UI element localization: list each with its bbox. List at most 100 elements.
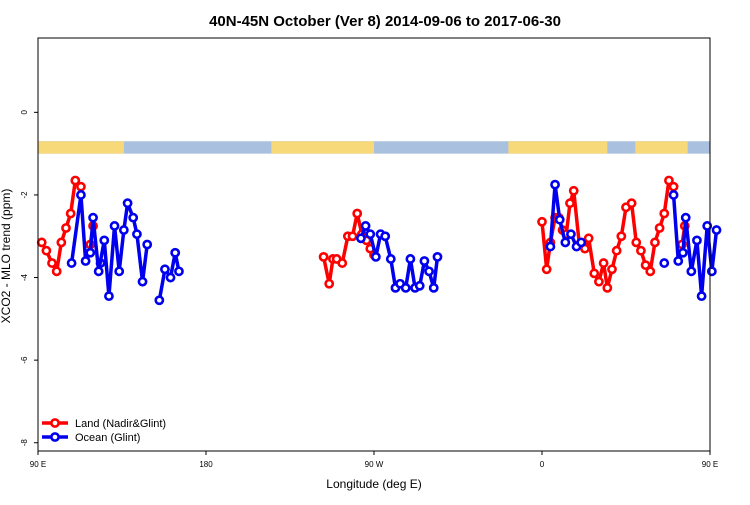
land-data-point — [654, 223, 665, 233]
y-tick-label: -6 — [20, 356, 29, 364]
ocean-data-point — [560, 237, 571, 248]
ocean-data-point — [428, 282, 439, 293]
ocean-data-point — [132, 229, 142, 240]
land-data-point — [626, 198, 637, 209]
series-layer — [36, 175, 722, 306]
land-data-point — [565, 198, 575, 209]
land-data-point — [36, 237, 47, 248]
surface-type-band — [38, 141, 710, 154]
x-tick-label: 90 W — [365, 460, 384, 469]
land-data-point — [70, 175, 81, 186]
land-band-segment — [271, 141, 374, 154]
ocean-data-point — [405, 254, 416, 264]
ocean-data-point — [109, 221, 120, 231]
ocean-data-point — [118, 225, 129, 235]
ocean-data-point — [576, 237, 587, 248]
land-data-point — [598, 258, 609, 268]
ocean-data-point — [692, 235, 702, 246]
y-tick-label: 0 — [20, 110, 29, 115]
ocean-data-point — [128, 212, 139, 223]
ocean-data-point — [673, 256, 684, 266]
ocean-data-point — [566, 229, 576, 240]
ocean-data-point — [711, 225, 722, 235]
ocean-data-point — [356, 233, 366, 244]
ocean-data-point — [88, 212, 98, 223]
ocean-data-point — [696, 291, 707, 302]
land-data-point — [616, 231, 627, 242]
ocean-data-point — [85, 247, 96, 258]
land-data-point — [65, 208, 76, 219]
land-data-point — [583, 233, 594, 244]
x-tick-label: 90 E — [30, 460, 46, 469]
ocean-data-point — [380, 231, 391, 242]
ocean-data-point — [142, 239, 153, 250]
ocean-data-point — [137, 276, 148, 287]
land-data-point — [76, 181, 86, 192]
ocean-data-point — [104, 291, 114, 302]
ocean-data-point — [154, 295, 165, 306]
ocean-data-point — [414, 280, 425, 291]
ocean-data-point — [680, 212, 691, 223]
land-data-point — [631, 237, 642, 248]
land-legend-label: Land (Nadir&Glint) — [75, 418, 166, 430]
land-data-point — [602, 282, 613, 293]
ocean-data-point — [678, 247, 688, 258]
land-data-point — [636, 245, 646, 256]
ocean-data-point — [400, 282, 411, 293]
land-data-point — [352, 208, 363, 219]
ocean-data-point — [160, 264, 170, 275]
ocean-legend-marker — [50, 432, 60, 442]
land-data-point — [61, 223, 71, 233]
chart-title: 40N-45N October (Ver 8) 2014-09-06 to 20… — [209, 13, 561, 30]
land-band-segment — [635, 141, 688, 154]
ocean-data-point — [545, 241, 556, 252]
x-tick-label: 180 — [199, 460, 213, 469]
land-band-segment — [38, 141, 124, 154]
land-data-point — [51, 266, 62, 277]
land-data-point — [607, 264, 617, 275]
x-tick-label: 90 E — [702, 460, 718, 469]
land-legend-marker — [50, 418, 60, 428]
land-data-point — [56, 237, 67, 248]
ocean-data-point — [365, 229, 376, 240]
ocean-data-point — [76, 190, 86, 200]
x-axis-label: Longitude (deg E) — [326, 477, 421, 491]
land-data-point — [645, 266, 656, 277]
ocean-data-point — [370, 251, 381, 262]
ocean-data-point — [668, 190, 679, 200]
land-series — [36, 175, 690, 293]
ocean-data-point — [174, 266, 184, 277]
y-axis-label: XCO2 - MLO trend (ppm) — [0, 189, 13, 324]
land-data-point — [41, 245, 52, 256]
land-data-point — [668, 181, 679, 192]
land-data-point — [650, 237, 660, 248]
plot-frame — [37, 37, 711, 452]
ocean-data-point — [66, 258, 77, 268]
ocean-data-point — [702, 221, 713, 231]
land-data-point — [611, 245, 622, 256]
ocean-series-line — [69, 193, 149, 298]
land-data-point — [47, 258, 57, 268]
ocean-legend-label: Ocean (Glint) — [75, 432, 140, 444]
ocean-data-point — [554, 214, 565, 225]
land-band-segment — [508, 141, 608, 154]
land-data-point — [347, 231, 358, 242]
land-data-point — [318, 251, 329, 262]
ocean-data-point — [170, 247, 181, 258]
ocean-data-point — [360, 221, 371, 231]
ocean-data-point — [385, 254, 396, 264]
ocean-data-point — [419, 256, 430, 266]
land-data-point — [594, 276, 604, 287]
land-data-point — [324, 278, 335, 289]
land-data-point — [537, 216, 547, 227]
ocean-data-point — [99, 235, 110, 246]
axis-ticks: 90 E 180 90 W 0 90 E 0 -2 -4 -6 -8 — [20, 110, 718, 469]
land-data-point — [589, 268, 600, 279]
y-tick-label: -2 — [20, 191, 29, 199]
land-data-point — [568, 185, 579, 196]
ocean-data-point — [165, 272, 176, 283]
land-data-point — [659, 208, 670, 219]
ocean-data-point — [550, 179, 560, 190]
ocean-data-point — [686, 266, 697, 277]
